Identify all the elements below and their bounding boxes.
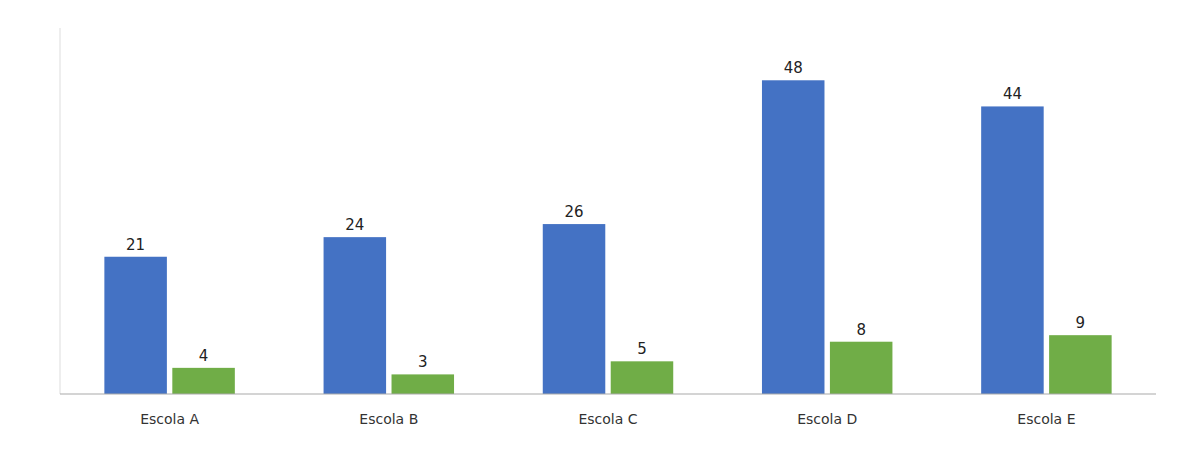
data-label: 3 bbox=[418, 353, 428, 371]
chart-svg: 212426484443589Escola AEscola BEscola CE… bbox=[0, 0, 1186, 474]
x-tick-label: Escola E bbox=[1017, 411, 1075, 427]
bars bbox=[104, 80, 1111, 394]
bar bbox=[104, 257, 167, 394]
bar bbox=[543, 224, 606, 394]
x-tick-label: Escola C bbox=[578, 411, 637, 427]
bar bbox=[324, 237, 387, 394]
bar bbox=[611, 361, 674, 394]
data-label: 21 bbox=[126, 236, 145, 254]
bar bbox=[762, 80, 825, 394]
data-label: 44 bbox=[1003, 85, 1022, 103]
data-label: 8 bbox=[856, 321, 866, 339]
x-tick-label: Escola B bbox=[359, 411, 418, 427]
bar bbox=[981, 106, 1044, 394]
y-axis-line bbox=[60, 28, 61, 394]
bar bbox=[830, 342, 893, 394]
data-label: 24 bbox=[345, 216, 364, 234]
bar bbox=[172, 368, 235, 394]
data-label: 26 bbox=[564, 203, 583, 221]
chart-container: 212426484443589Escola AEscola BEscola CE… bbox=[0, 0, 1186, 474]
x-tick-label: Escola A bbox=[140, 411, 199, 427]
bar bbox=[1049, 335, 1112, 394]
bar bbox=[392, 374, 455, 394]
data-label: 9 bbox=[1076, 314, 1086, 332]
x-axis-line bbox=[60, 393, 1156, 394]
x-axis: Escola A Escola B Escola C Escola D Escola E bbox=[60, 394, 1156, 427]
data-labels: 212426484443589 bbox=[126, 59, 1085, 371]
data-label: 4 bbox=[199, 347, 209, 365]
data-label: 5 bbox=[637, 340, 647, 358]
x-tick-label: Escola D bbox=[797, 411, 857, 427]
data-label: 48 bbox=[784, 59, 803, 77]
